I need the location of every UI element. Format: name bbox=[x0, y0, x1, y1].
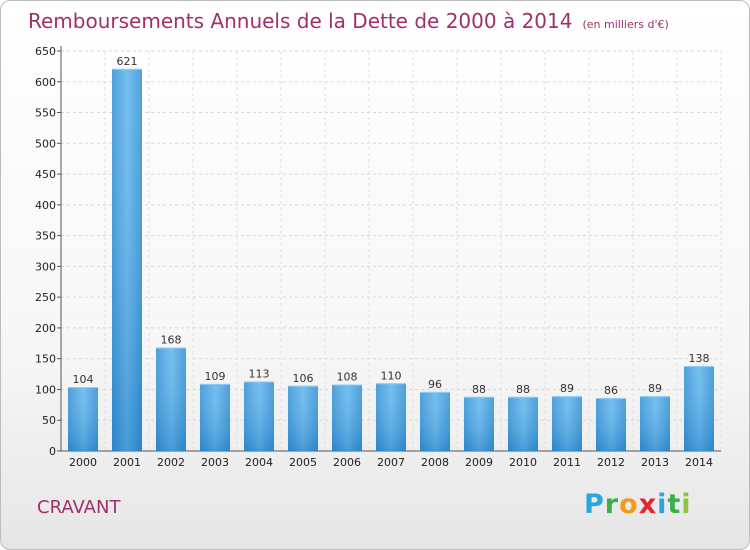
x-tick-label: 2013 bbox=[641, 456, 669, 469]
data-label: 96 bbox=[428, 378, 442, 391]
x-tick-label: 2005 bbox=[289, 456, 317, 469]
x-tick-label: 2012 bbox=[597, 456, 625, 469]
bar-shade bbox=[420, 391, 450, 451]
x-tick-label: 2007 bbox=[377, 456, 405, 469]
x-tick-label: 2008 bbox=[421, 456, 449, 469]
bar-shade bbox=[288, 385, 318, 451]
commune-name: CRAVANT bbox=[37, 497, 121, 518]
data-label: 108 bbox=[337, 371, 358, 384]
logo-letter: o bbox=[619, 489, 639, 520]
y-tick-label: 300 bbox=[35, 260, 56, 273]
y-tick-label: 500 bbox=[35, 137, 56, 150]
bar-shade bbox=[508, 396, 538, 451]
x-tick-label: 2014 bbox=[685, 456, 713, 469]
x-tick-label: 2010 bbox=[509, 456, 537, 469]
x-tick-label: 2001 bbox=[113, 456, 141, 469]
data-label: 89 bbox=[648, 382, 662, 395]
data-label: 109 bbox=[205, 370, 226, 383]
bar-shade bbox=[244, 381, 274, 451]
chart-title: Remboursements Annuels de la Dette de 20… bbox=[28, 9, 669, 33]
data-label: 110 bbox=[381, 369, 402, 382]
x-tick-label: 2000 bbox=[69, 456, 97, 469]
bar-shade bbox=[376, 383, 406, 451]
bar-shade bbox=[684, 366, 714, 451]
data-label: 106 bbox=[293, 372, 314, 385]
y-tick-label: 550 bbox=[35, 107, 56, 120]
y-tick-label: 600 bbox=[35, 76, 56, 89]
bar-shade bbox=[156, 347, 186, 451]
x-tick-label: 2002 bbox=[157, 456, 185, 469]
x-tick-label: 2009 bbox=[465, 456, 493, 469]
y-tick-label: 400 bbox=[35, 199, 56, 212]
chart-title-text: Remboursements Annuels de la Dette de 20… bbox=[28, 9, 573, 33]
y-tick-label: 650 bbox=[35, 45, 56, 58]
bar-shade bbox=[332, 384, 362, 451]
y-tick-label: 150 bbox=[35, 353, 56, 366]
data-label: 621 bbox=[117, 55, 138, 68]
y-tick-label: 250 bbox=[35, 291, 56, 304]
logo-letter: P bbox=[584, 489, 605, 520]
logo-letter: r bbox=[604, 489, 620, 520]
data-label: 104 bbox=[73, 373, 94, 386]
bar-shade bbox=[464, 396, 494, 451]
unit-note: (en milliers d'€) bbox=[582, 18, 669, 31]
x-tick-label: 2003 bbox=[201, 456, 229, 469]
proxiti-logo: Proxiti bbox=[584, 489, 692, 520]
data-label: 113 bbox=[249, 367, 270, 380]
logo-letter: x bbox=[638, 489, 658, 520]
bars bbox=[68, 68, 714, 451]
data-label: 88 bbox=[516, 383, 530, 396]
logo-letter: i bbox=[681, 489, 692, 520]
y-tick-label: 200 bbox=[35, 322, 56, 335]
y-tick-label: 100 bbox=[35, 383, 56, 396]
bar-shade bbox=[596, 398, 626, 451]
bar-shade bbox=[112, 68, 142, 451]
y-tick-label: 350 bbox=[35, 230, 56, 243]
data-label: 88 bbox=[472, 383, 486, 396]
data-label: 138 bbox=[689, 352, 710, 365]
y-tick-label: 50 bbox=[42, 414, 56, 427]
bar-shade bbox=[640, 396, 670, 451]
y-tick-label: 0 bbox=[49, 445, 56, 458]
x-tick-label: 2011 bbox=[553, 456, 581, 469]
logo-letter: t bbox=[667, 489, 682, 520]
y-tick-label: 450 bbox=[35, 168, 56, 181]
x-tick-label: 2004 bbox=[245, 456, 273, 469]
x-tick-label: 2006 bbox=[333, 456, 361, 469]
data-label: 168 bbox=[161, 334, 182, 347]
data-label: 89 bbox=[560, 382, 574, 395]
bar-shade bbox=[200, 383, 230, 451]
logo-letter: i bbox=[657, 489, 668, 520]
labels: 0 50 100 150 200 250 300 350 400 450 500 550 600 650 1… bbox=[35, 45, 713, 469]
data-label: 86 bbox=[604, 384, 618, 397]
bar-shade bbox=[68, 387, 98, 451]
bar-shade bbox=[552, 396, 582, 451]
